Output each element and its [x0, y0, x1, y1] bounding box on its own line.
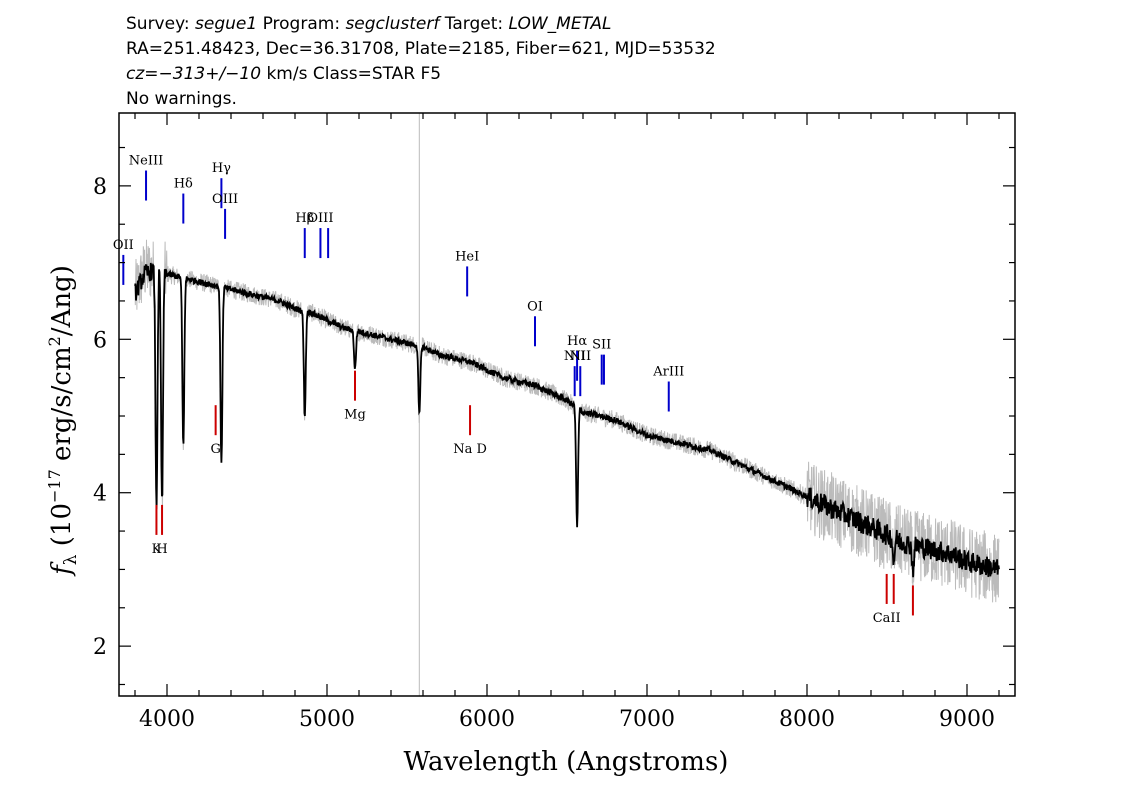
- absorption-line-label: Mg: [344, 408, 366, 423]
- absorption-line-label: K: [152, 542, 162, 557]
- emission-line-label: OI: [527, 299, 543, 314]
- emission-line-label: Hγ: [212, 161, 231, 176]
- emission-line-label: Hβ: [295, 211, 314, 226]
- flux-series: [134, 239, 1000, 606]
- header-line-4: No warnings.: [126, 89, 237, 109]
- x-tick-label: 6000: [459, 707, 515, 732]
- absorption-line-label: Na D: [453, 442, 487, 457]
- emission-line-label: OII: [113, 238, 134, 253]
- y-tick-label: 8: [93, 175, 107, 200]
- emission-line-label: SII: [592, 338, 611, 353]
- header-line-2: RA=251.48423, Dec=36.31708, Plate=2185, …: [126, 39, 716, 59]
- x-tick-label: 4000: [139, 707, 195, 732]
- x-tick-label: 9000: [939, 707, 995, 732]
- y-tick-label: 4: [93, 482, 107, 507]
- axis-ticks: 4000 5000 6000 7000 8000 9000 2 4 6 8: [93, 113, 1015, 732]
- flux-line: [134, 239, 1000, 606]
- emission-line-label: HeI: [455, 249, 479, 264]
- emission-line-label: Hα: [567, 334, 587, 349]
- x-axis-label: Wavelength (Angstroms): [404, 747, 729, 777]
- emission-line-label: OIII: [212, 192, 238, 207]
- spectral-line-markers: OIINeIIIHδHγOIIIHβOIIIHeIOINIIHαNIISIIAr…: [113, 154, 914, 626]
- plot-frame: [118, 112, 1016, 697]
- header-line-1: Survey: segue1 Program: segclusterf Targ…: [126, 14, 612, 34]
- model-series: [134, 262, 1000, 578]
- absorption-line-label: G: [210, 442, 220, 457]
- absorption-line-label: H: [156, 542, 167, 557]
- model-line: [134, 262, 1000, 578]
- emission-line-label: Hδ: [174, 177, 193, 192]
- x-tick-label: 8000: [779, 707, 835, 732]
- y-axis-label: fλ (10−17 erg/s/cm2/Ang): [45, 265, 81, 577]
- emission-line-label: NII: [564, 349, 586, 364]
- x-tick-label: 5000: [299, 707, 355, 732]
- emission-line-label: NII: [569, 349, 591, 364]
- absorption-line-label: CaII: [873, 611, 901, 626]
- y-tick-label: 2: [93, 635, 107, 660]
- x-tick-label: 7000: [619, 707, 675, 732]
- emission-line-label: ArIII: [652, 364, 684, 379]
- y-tick-label: 6: [93, 328, 107, 353]
- emission-line-label: OIII: [307, 211, 333, 226]
- emission-line-label: NeIII: [129, 154, 163, 169]
- header-line-3: cz=−313+/−10 km/s Class=STAR F5: [126, 64, 441, 84]
